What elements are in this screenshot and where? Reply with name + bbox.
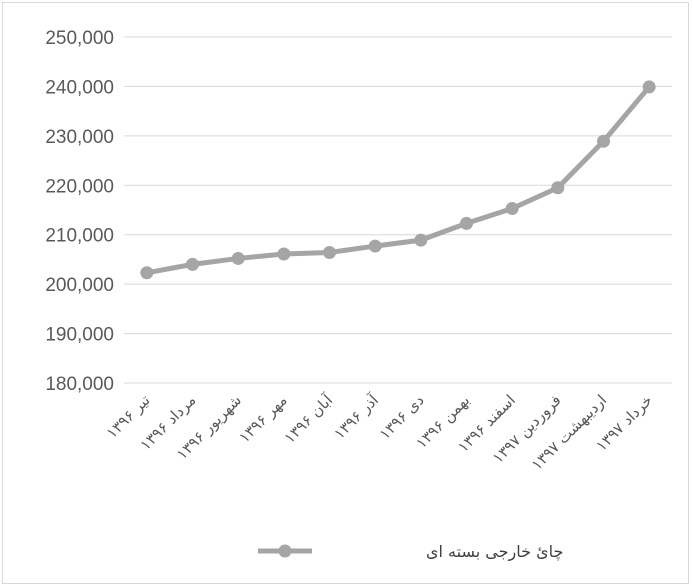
data-point	[460, 216, 473, 230]
y-tick-label: 250,000	[45, 28, 114, 49]
legend-marker-swatch	[278, 544, 292, 558]
x-tick-label: آبان ۱۳۹۶	[281, 391, 337, 447]
y-tick-label: 180,000	[45, 374, 114, 395]
y-tick-label: 190,000	[45, 325, 114, 346]
data-point	[140, 266, 154, 280]
y-tick-label: 210,000	[45, 226, 114, 247]
data-point	[231, 251, 245, 265]
series-line	[144, 84, 652, 276]
data-point	[186, 257, 199, 271]
gridlines	[124, 36, 672, 384]
legend: چائ خارجی بسته ای	[258, 542, 563, 562]
data-point	[505, 202, 519, 216]
data-point	[414, 233, 428, 247]
y-tick-label: 230,000	[45, 127, 114, 148]
x-tick-label: مهر ۱۳۹۶	[235, 391, 290, 446]
series-layer	[140, 80, 656, 280]
data-point	[597, 134, 610, 148]
x-tick-label: آذر ۱۳۹۶	[330, 391, 382, 443]
data-point	[323, 246, 336, 260]
data-point	[551, 181, 565, 195]
data-point	[642, 80, 656, 94]
data-point	[368, 239, 382, 253]
legend-label: چائ خارجی بسته ای	[426, 542, 563, 562]
y-tick-label: 220,000	[45, 176, 114, 197]
y-tick-label: 240,000	[45, 77, 114, 98]
y-axis-tick-labels: 180,000 190,000 200,000 210,000 220,000 230,0…	[45, 28, 114, 395]
data-point	[277, 247, 291, 261]
y-tick-label: 200,000	[45, 275, 114, 296]
